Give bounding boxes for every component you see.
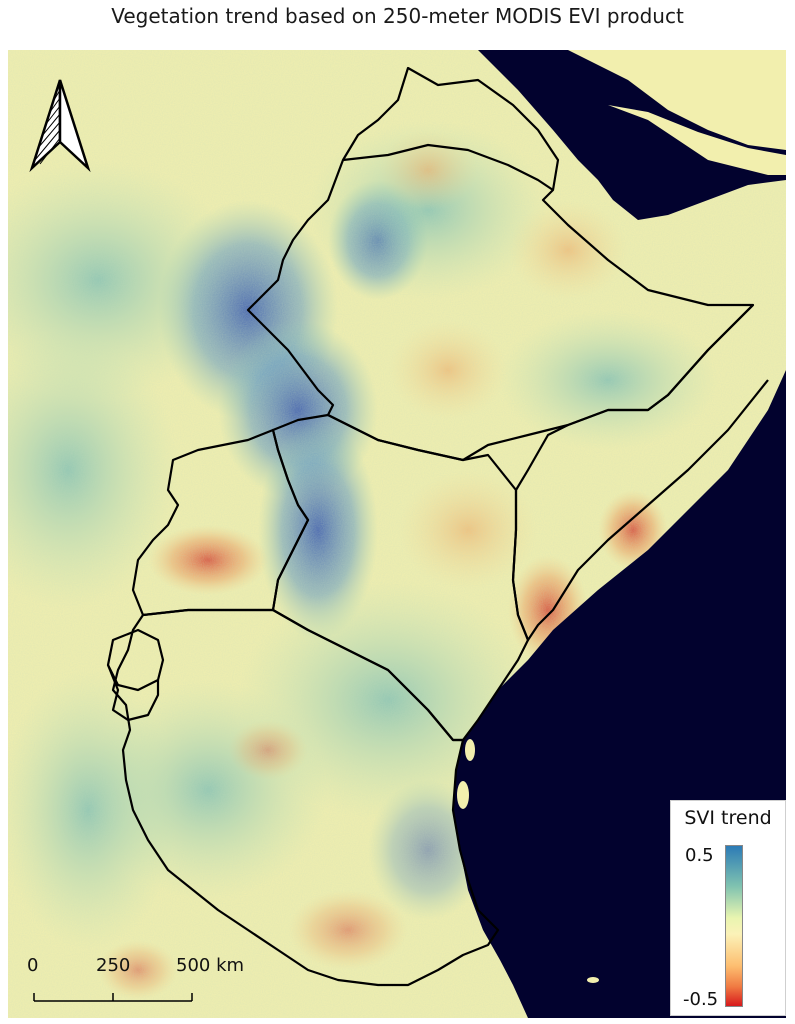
scale-label-250: 250: [96, 955, 131, 976]
scale-bar: 0 250 500 km: [20, 955, 244, 1005]
country-borders: [106, 66, 769, 987]
scale-label-0: 0: [27, 955, 39, 976]
legend-color-ramp: [725, 845, 743, 1007]
legend-title: SVI trend: [684, 807, 772, 829]
zanzibar-islands: [457, 739, 599, 983]
arabian-coast: [568, 50, 786, 150]
legend-max-label: 0.5: [685, 845, 714, 866]
scale-bar-line: [33, 993, 193, 1002]
map-title: Vegetation trend based on 250-meter MODI…: [111, 4, 684, 28]
arabian-coast-2: [608, 105, 786, 175]
legend: SVI trend 0.5 -0.5: [670, 800, 786, 1016]
legend-min-label: -0.5: [683, 989, 719, 1010]
north-arrow-icon: [29, 79, 91, 173]
scale-label-500: 500 km: [176, 955, 245, 976]
